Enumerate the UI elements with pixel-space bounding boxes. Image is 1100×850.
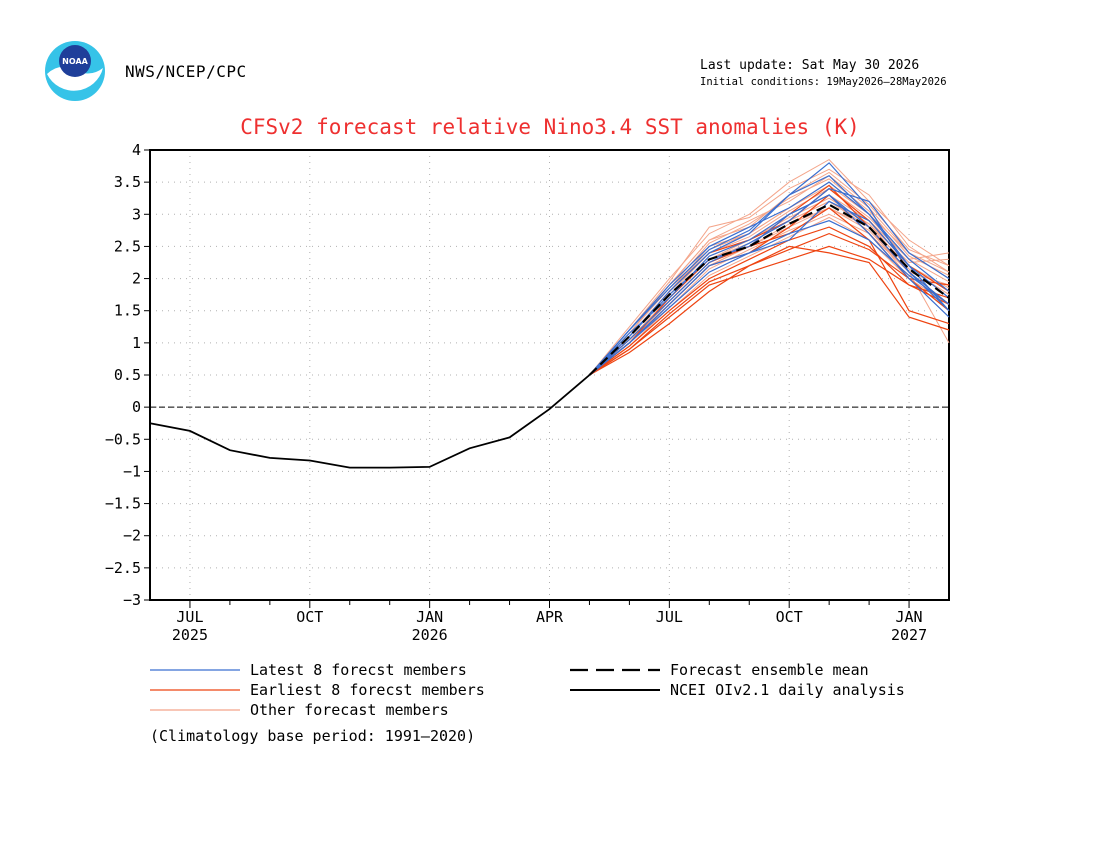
chart-title: CFSv2 forecast relative Nino3.4 SST anom… <box>240 115 860 139</box>
y-tick-label: 0.5 <box>114 366 141 384</box>
last-update-text: Last update: Sat May 30 2026 <box>700 58 920 73</box>
x-tick-label: JUL <box>656 608 683 626</box>
x-tick-label: JAN <box>896 608 923 626</box>
latest-member-line <box>589 200 950 376</box>
noaa-logo-text: NOAA <box>62 57 88 66</box>
y-tick-label: −2.5 <box>105 559 141 577</box>
y-tick-label: −0.5 <box>105 430 141 448</box>
y-tick-label: 1 <box>132 334 141 352</box>
y-tick-label: −1.5 <box>105 495 141 513</box>
x-tick-label: APR <box>536 608 564 626</box>
x-tick-label: OCT <box>296 608 323 626</box>
latest-member-line <box>589 181 950 376</box>
other-member-line <box>589 168 950 376</box>
legend-label-earliest: Earliest 8 forecst members <box>250 681 485 699</box>
agency-label: NWS/NCEP/CPC <box>125 62 247 81</box>
other-member-line <box>589 207 950 376</box>
y-tick-label: 4 <box>132 141 141 159</box>
y-tick-label: 3 <box>132 205 141 223</box>
x-tick-year-label: 2027 <box>891 626 927 644</box>
y-tick-label: 2.5 <box>114 237 141 255</box>
x-tick-label: JUL <box>176 608 203 626</box>
legend-label-mean: Forecast ensemble mean <box>670 661 869 679</box>
y-tick-label: −1 <box>123 462 141 480</box>
y-tick-label: 1.5 <box>114 302 141 320</box>
earliest-member-line <box>589 226 950 376</box>
noaa-logo: NOAA <box>45 41 105 101</box>
other-member-line <box>589 213 950 376</box>
earliest-member-line <box>589 245 950 376</box>
earliest-member-line <box>589 207 950 376</box>
y-tick-label: −3 <box>123 591 141 609</box>
other-member-line <box>589 207 950 376</box>
legend-label-obs: NCEI OIv2.1 daily analysis <box>670 681 905 699</box>
latest-member-line <box>589 174 950 376</box>
climatology-note: (Climatology base period: 1991—2020) <box>150 727 476 745</box>
other-member-line <box>589 188 950 376</box>
y-tick-label: −2 <box>123 527 141 545</box>
y-tick-label: 2 <box>132 270 141 288</box>
x-tick-year-label: 2026 <box>412 626 448 644</box>
legend-label-other: Other forecast members <box>250 701 449 719</box>
ensemble-mean-line <box>588 203 950 376</box>
latest-member-line <box>589 187 950 376</box>
latest-member-line <box>589 220 950 376</box>
y-tick-label: 3.5 <box>114 173 141 191</box>
x-tick-label: JAN <box>416 608 443 626</box>
initial-conditions-text: Initial conditions: 19May2026—28May2026 <box>700 76 947 88</box>
other-member-line <box>589 178 950 376</box>
earliest-member-line <box>589 187 950 376</box>
earliest-member-line <box>589 232 950 376</box>
y-tick-label: 0 <box>132 398 141 416</box>
x-tick-year-label: 2025 <box>172 626 208 644</box>
earliest-member-line <box>589 245 950 376</box>
observed-analysis-line <box>149 374 591 469</box>
legend-label-latest: Latest 8 forecst members <box>250 661 467 679</box>
x-tick-label: OCT <box>776 608 803 626</box>
